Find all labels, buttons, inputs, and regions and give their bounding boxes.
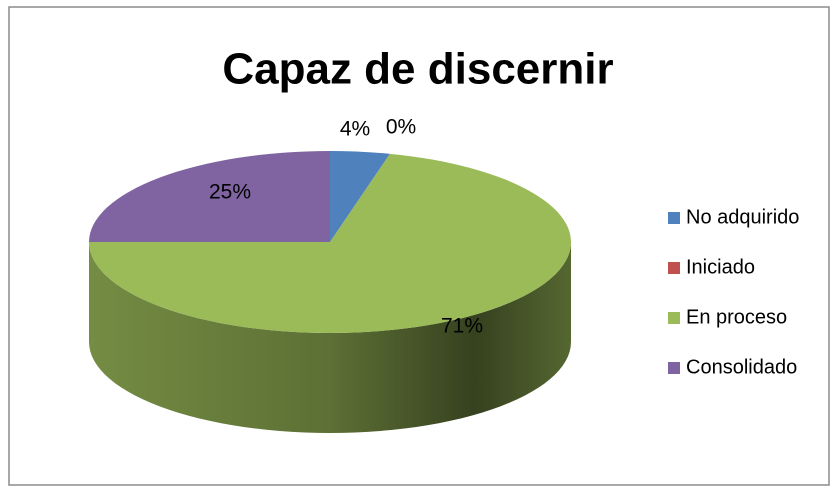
legend-label: No adquirido [686,206,799,228]
chart-title: Capaz de discernir [222,45,613,94]
legend-swatch [668,212,680,224]
slice [330,151,390,242]
legend-label: En proceso [686,306,787,328]
legend-label: Iniciado [686,256,755,278]
legend-swatch [668,262,680,274]
slice [89,153,571,333]
slice-side [89,242,571,433]
legend-label: Consolidado [686,356,797,378]
data-label: 25% [209,181,251,204]
legend-swatch [668,312,680,324]
slice [89,151,330,242]
legend-swatch [668,362,680,374]
data-label: 0% [386,116,416,139]
data-label: 71% [441,315,483,338]
data-label: 4% [340,118,370,141]
